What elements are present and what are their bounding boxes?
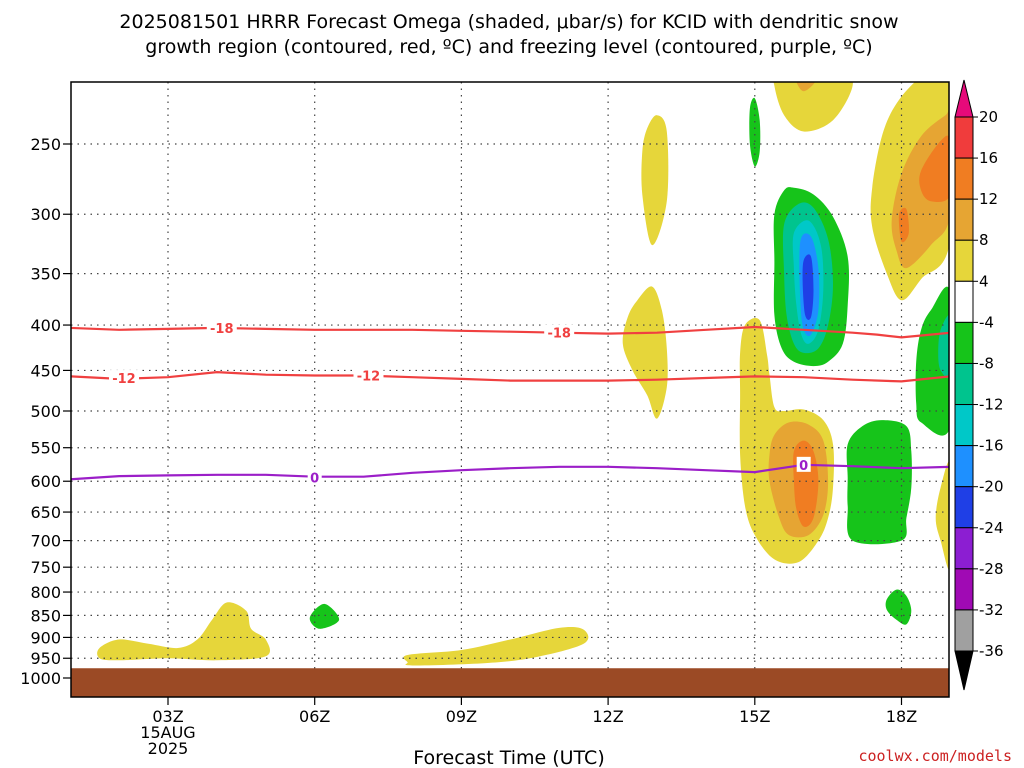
contour-minus-12-label-bg-1 (353, 367, 384, 383)
colorbar-label-12: -32 (979, 601, 1004, 619)
colorbar-box-7 (954, 404, 974, 447)
x-tick-label-18Z: 18Z (886, 707, 917, 726)
contour-minus-18-label-bg-1 (544, 324, 575, 340)
y-tick-label-1000: 1000 (20, 669, 61, 688)
colorbar-box-4 (954, 280, 974, 323)
omega-fill-green-1700z (846, 420, 912, 545)
x-tick-label-09Z: 09Z (446, 707, 477, 726)
y-tick-label-750: 750 (30, 558, 61, 577)
contour-zero-label-0: 0 (310, 471, 319, 486)
colorbar-label-3: 8 (979, 231, 989, 249)
colorbar-box-12 (954, 609, 974, 652)
colorbar-label-11: -28 (979, 560, 1004, 578)
x-tick-label-03Z: 03Z (152, 707, 183, 726)
colorbar-label-4: 4 (979, 272, 989, 290)
colorbar-box-3 (954, 239, 974, 282)
contour-minus-18-label-1: -18 (547, 327, 571, 342)
colorbar-box-1 (954, 157, 974, 200)
contour-zero-label-bg-1 (796, 456, 811, 472)
colorbar-label-10: -24 (979, 519, 1004, 537)
colorbar-box-8 (954, 445, 974, 488)
y-tick-label-900: 900 (30, 628, 61, 647)
omega-fill-yellow-1030z (403, 627, 589, 666)
omega-fill-green-1800z-lower (885, 589, 912, 625)
omega-fill-teal-1900z (938, 315, 949, 379)
y-tick-label-700: 700 (30, 532, 61, 551)
contour-zero-label-bg-0 (307, 469, 322, 485)
credit-text: coolwx.com/models (858, 747, 1012, 765)
omega-fill-yellow-1300z-mid (622, 286, 668, 419)
pressure-grid (71, 82, 949, 697)
colorbar-label-9: -20 (979, 478, 1004, 496)
y-tick-label-800: 800 (30, 583, 61, 602)
y-tick-label-250: 250 (30, 135, 61, 154)
omega-fill-green-0600z (309, 603, 340, 629)
chart-title-line-2: growth region (contoured, red, ºC) and f… (145, 36, 872, 58)
contour-minus-12-line (71, 370, 949, 383)
omega-fill-red-1800z-small (898, 207, 910, 243)
y-tick-label-950: 950 (30, 649, 61, 668)
colorbar-box-0 (954, 116, 974, 159)
colorbar-label-1: 16 (979, 149, 998, 167)
x-tick-year: 2025 (148, 739, 189, 758)
omega-fill-red-1800z (919, 135, 949, 203)
x-tick-label-06Z: 06Z (299, 707, 330, 726)
omega-fill-green-1500z-upper (749, 97, 761, 167)
omega-fill-yellow-0900z (97, 602, 270, 661)
omega-fill-orange-1630z-top (796, 82, 816, 92)
y-tick-label-850: 850 (30, 606, 61, 625)
contour-minus-12-label-0: -12 (112, 372, 136, 387)
y-tick-label-600: 600 (30, 472, 61, 491)
omega-fill-yellow-1900z-lower (935, 461, 949, 570)
contour-minus-12-label-1: -12 (357, 370, 381, 385)
y-axis: 250 300 350 400 450 500 550 600 650 700 750 800 850 9… (20, 135, 71, 688)
colorbar-label-0: 20 (979, 108, 998, 126)
colorbar-box-2 (954, 198, 974, 241)
omega-fill-green-1900z (915, 286, 949, 436)
temperature-contours: -18 -18 -12 -12 0 0 (71, 319, 949, 486)
colorbar-label-6: -8 (979, 354, 994, 372)
chart-title-line-1: 2025081501 HRRR Forecast Omega (shaded, … (119, 11, 898, 33)
contour-minus-12-label-bg-0 (108, 370, 139, 386)
colorbar-label-7: -12 (979, 396, 1004, 414)
omega-fill-darkblue-1600z (802, 254, 814, 321)
contour-minus-18-label-0: -18 (210, 322, 234, 337)
x-axis-label: Forecast Time (UTC) (413, 747, 604, 768)
y-tick-label-550: 550 (30, 439, 61, 458)
x-tick-label-12Z: 12Z (592, 707, 623, 726)
ground-surface (71, 668, 949, 697)
colorbar-box-5 (954, 321, 974, 364)
y-tick-label-500: 500 (30, 402, 61, 421)
colorbar-box-10 (954, 527, 974, 570)
colorbar-box-6 (954, 362, 974, 406)
y-tick-label-350: 350 (30, 265, 61, 284)
omega-fill-red-1630z-top (801, 61, 811, 70)
y-tick-label-400: 400 (30, 316, 61, 335)
colorbar-box-11 (954, 568, 974, 611)
colorbar-top-arrow (954, 79, 974, 118)
colorbar-label-2: 12 (979, 190, 998, 208)
colorbar-label-5: -4 (979, 313, 994, 331)
omega-fill-yellow-1630z-top (773, 82, 853, 132)
colorbar-label-13: -36 (979, 642, 1004, 660)
contour-zero-label-1: 0 (799, 459, 808, 474)
colorbar-label-8: -16 (979, 437, 1004, 455)
colorbar-bottom-arrow (954, 650, 974, 691)
y-tick-label-300: 300 (30, 205, 61, 224)
omega-colorbar: 20 16 12 8 4 -4 -8 -12 -16 -20 -24 -28 -32 -36 (954, 79, 1004, 691)
omega-shaded-regions (97, 61, 949, 666)
plot-frame (70, 81, 950, 698)
x-tick-label-15Z: 15Z (739, 707, 770, 726)
omega-fill-yellow-1300z-upper (641, 115, 669, 246)
x-tick-date: 15AUG (140, 723, 195, 742)
y-tick-label-650: 650 (30, 503, 61, 522)
colorbar-box-9 (954, 486, 974, 529)
y-tick-label-450: 450 (30, 361, 61, 380)
contour-minus-18-label-bg-0 (206, 319, 237, 335)
